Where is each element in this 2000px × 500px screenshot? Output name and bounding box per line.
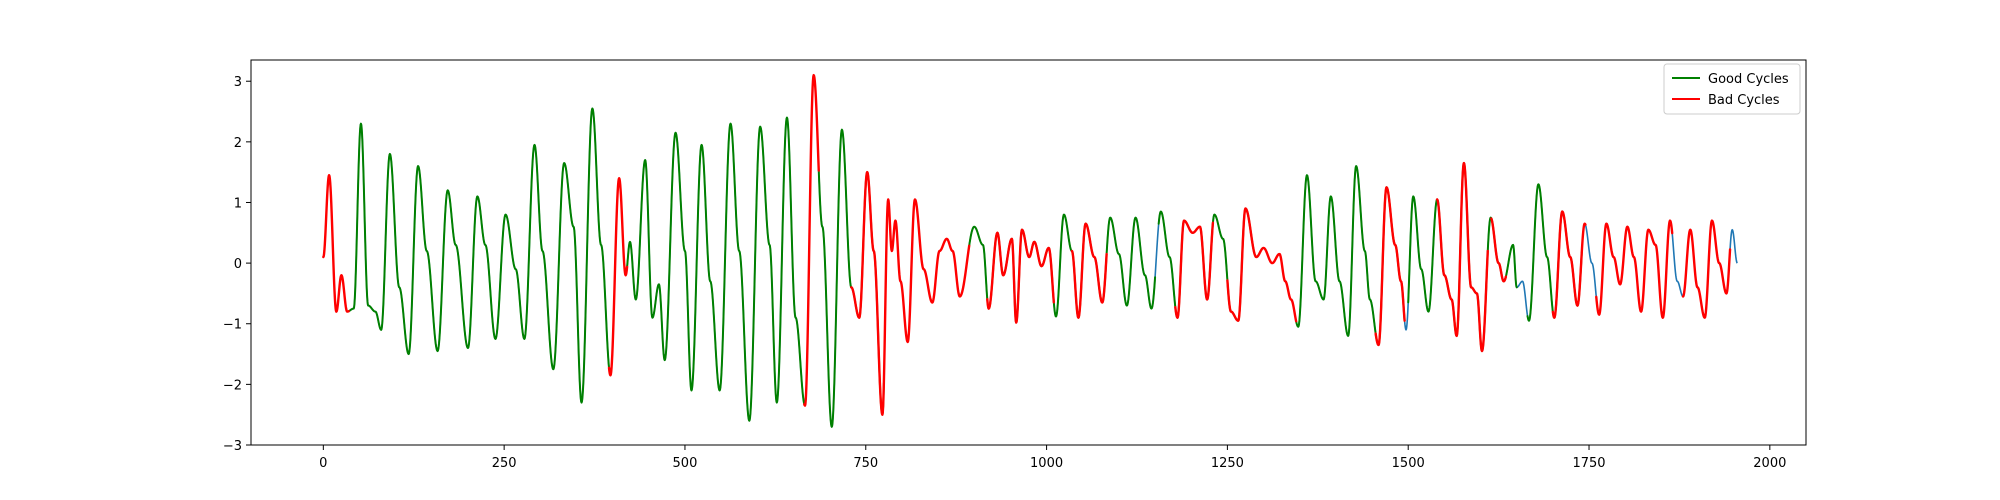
- x-tick-label-1250: 1250: [1211, 456, 1244, 471]
- bad-cycles-segment: [1435, 161, 1489, 353]
- y-tick-label-0: 0: [234, 257, 242, 272]
- y-tick-label--2: −2: [223, 378, 242, 393]
- y-tick-label-3: 3: [234, 75, 242, 90]
- x-axis: 0 250 500 750 1000 1250 1500 1750 2000: [319, 445, 1786, 471]
- x-tick-label-1750: 1750: [1572, 456, 1605, 471]
- legend: Good Cycles Bad Cycles: [1663, 63, 1801, 115]
- good-cycles-segment: [347, 107, 611, 404]
- bad-cycles-segment: [803, 73, 820, 407]
- x-tick-label-1500: 1500: [1392, 456, 1425, 471]
- bad-cycles-segment: [322, 174, 350, 313]
- legend-label-good-cycles: Good Cycles: [1708, 72, 1789, 87]
- x-tick-label-1000: 1000: [1030, 456, 1063, 471]
- bad-cycles-segment: [986, 228, 1056, 324]
- x-tick-label-500: 500: [673, 456, 698, 471]
- x-tick-label-750: 750: [853, 456, 878, 471]
- x-tick-label-2000: 2000: [1753, 456, 1786, 471]
- y-tick-label--1: −1: [223, 318, 242, 333]
- bad-cycles-segment: [1595, 219, 1674, 319]
- bad-cycles-segment: [1374, 186, 1406, 347]
- bad-cycles-segment: [850, 170, 971, 416]
- legend-box: [1663, 63, 1801, 115]
- series-bad-cycles: [322, 73, 1732, 416]
- good-cycles-segment: [626, 116, 806, 422]
- bad-cycles-segment: [1490, 217, 1508, 283]
- y-tick-label-2: 2: [234, 136, 242, 151]
- bad-cycles-segment: [1551, 210, 1587, 319]
- x-tick-label-0: 0: [319, 456, 327, 471]
- bad-cycles-segment: [1070, 222, 1108, 319]
- legend-label-bad-cycles: Bad Cycles: [1708, 93, 1780, 108]
- x-tick-label-250: 250: [492, 456, 517, 471]
- bad-cycles-segment: [1681, 219, 1732, 319]
- bad-cycles-segment: [1174, 219, 1215, 319]
- bad-cycles-segment: [1226, 207, 1298, 323]
- bad-cycles-segment: [607, 177, 629, 377]
- plot-frame: [250, 59, 1807, 446]
- series-layer: [322, 73, 1738, 428]
- y-tick-label-1: 1: [234, 196, 242, 211]
- y-axis: −3 −2 −1 0 1 2 3: [223, 75, 251, 454]
- y-tick-label--3: −3: [223, 439, 242, 454]
